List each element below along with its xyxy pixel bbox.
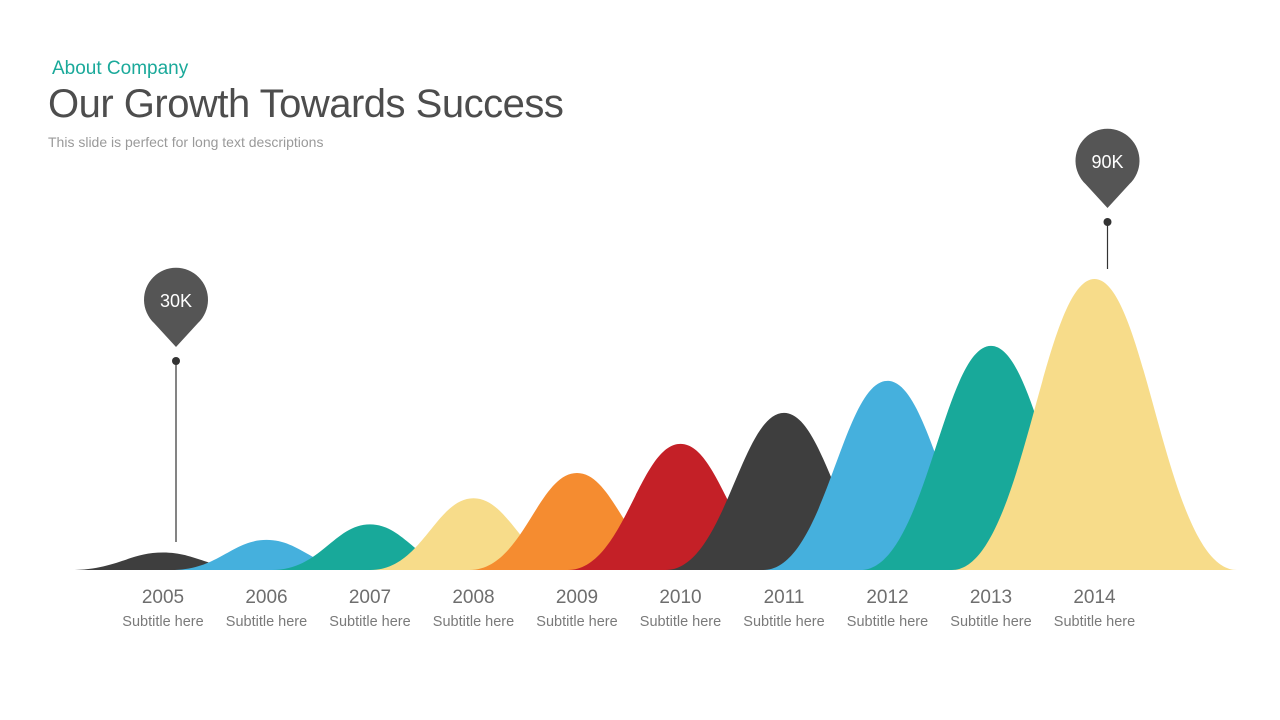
peaks-layer: [69, 279, 1237, 570]
ticks-layer: 2005 Subtitle here 2006 Subtitle here 2007 Su…: [122, 587, 1135, 630]
eyebrow-label: About Company: [52, 58, 189, 79]
tick-label-subtitle: Subtitle here: [329, 614, 410, 630]
tick-label-year: 2013: [970, 587, 1012, 608]
peak-2014: [952, 279, 1237, 570]
tick-label-subtitle: Subtitle here: [122, 614, 203, 630]
pins-layer: 30K 90K: [144, 128, 1140, 542]
tick-label-year: 2008: [452, 587, 494, 608]
pin-value-label: 90K: [1091, 152, 1123, 172]
tick-label-year: 2006: [245, 587, 287, 608]
tick-label-year: 2014: [1073, 587, 1116, 608]
tick-label-year: 2005: [142, 587, 184, 608]
tick-label-subtitle: Subtitle here: [433, 614, 514, 630]
tick-label-subtitle: Subtitle here: [536, 614, 617, 630]
tick-label-subtitle: Subtitle here: [950, 614, 1031, 630]
map-pin-icon: [144, 267, 208, 347]
annotation-pin-2005: 30K: [144, 267, 208, 542]
pin-dot: [1103, 218, 1112, 226]
tick-label-subtitle: Subtitle here: [1054, 614, 1135, 630]
tick-label-year: 2007: [349, 587, 391, 608]
tick-label-subtitle: Subtitle here: [847, 614, 928, 630]
tick-label-year: 2012: [866, 587, 908, 608]
map-pin-icon: [1075, 128, 1140, 208]
tick-label-subtitle: Subtitle here: [226, 614, 307, 630]
page-title: Our Growth Towards Success: [48, 82, 564, 126]
page-subtitle: This slide is perfect for long text desc…: [48, 134, 324, 150]
annotation-pin-2014: 90K: [1075, 128, 1140, 269]
pin-value-label: 30K: [160, 291, 192, 311]
tick-label-subtitle: Subtitle here: [743, 614, 824, 630]
pin-dot: [172, 357, 180, 365]
tick-label-subtitle: Subtitle here: [640, 614, 721, 630]
tick-label-year: 2011: [764, 587, 805, 608]
tick-label-year: 2009: [556, 587, 598, 608]
tick-label-year: 2010: [659, 587, 701, 608]
